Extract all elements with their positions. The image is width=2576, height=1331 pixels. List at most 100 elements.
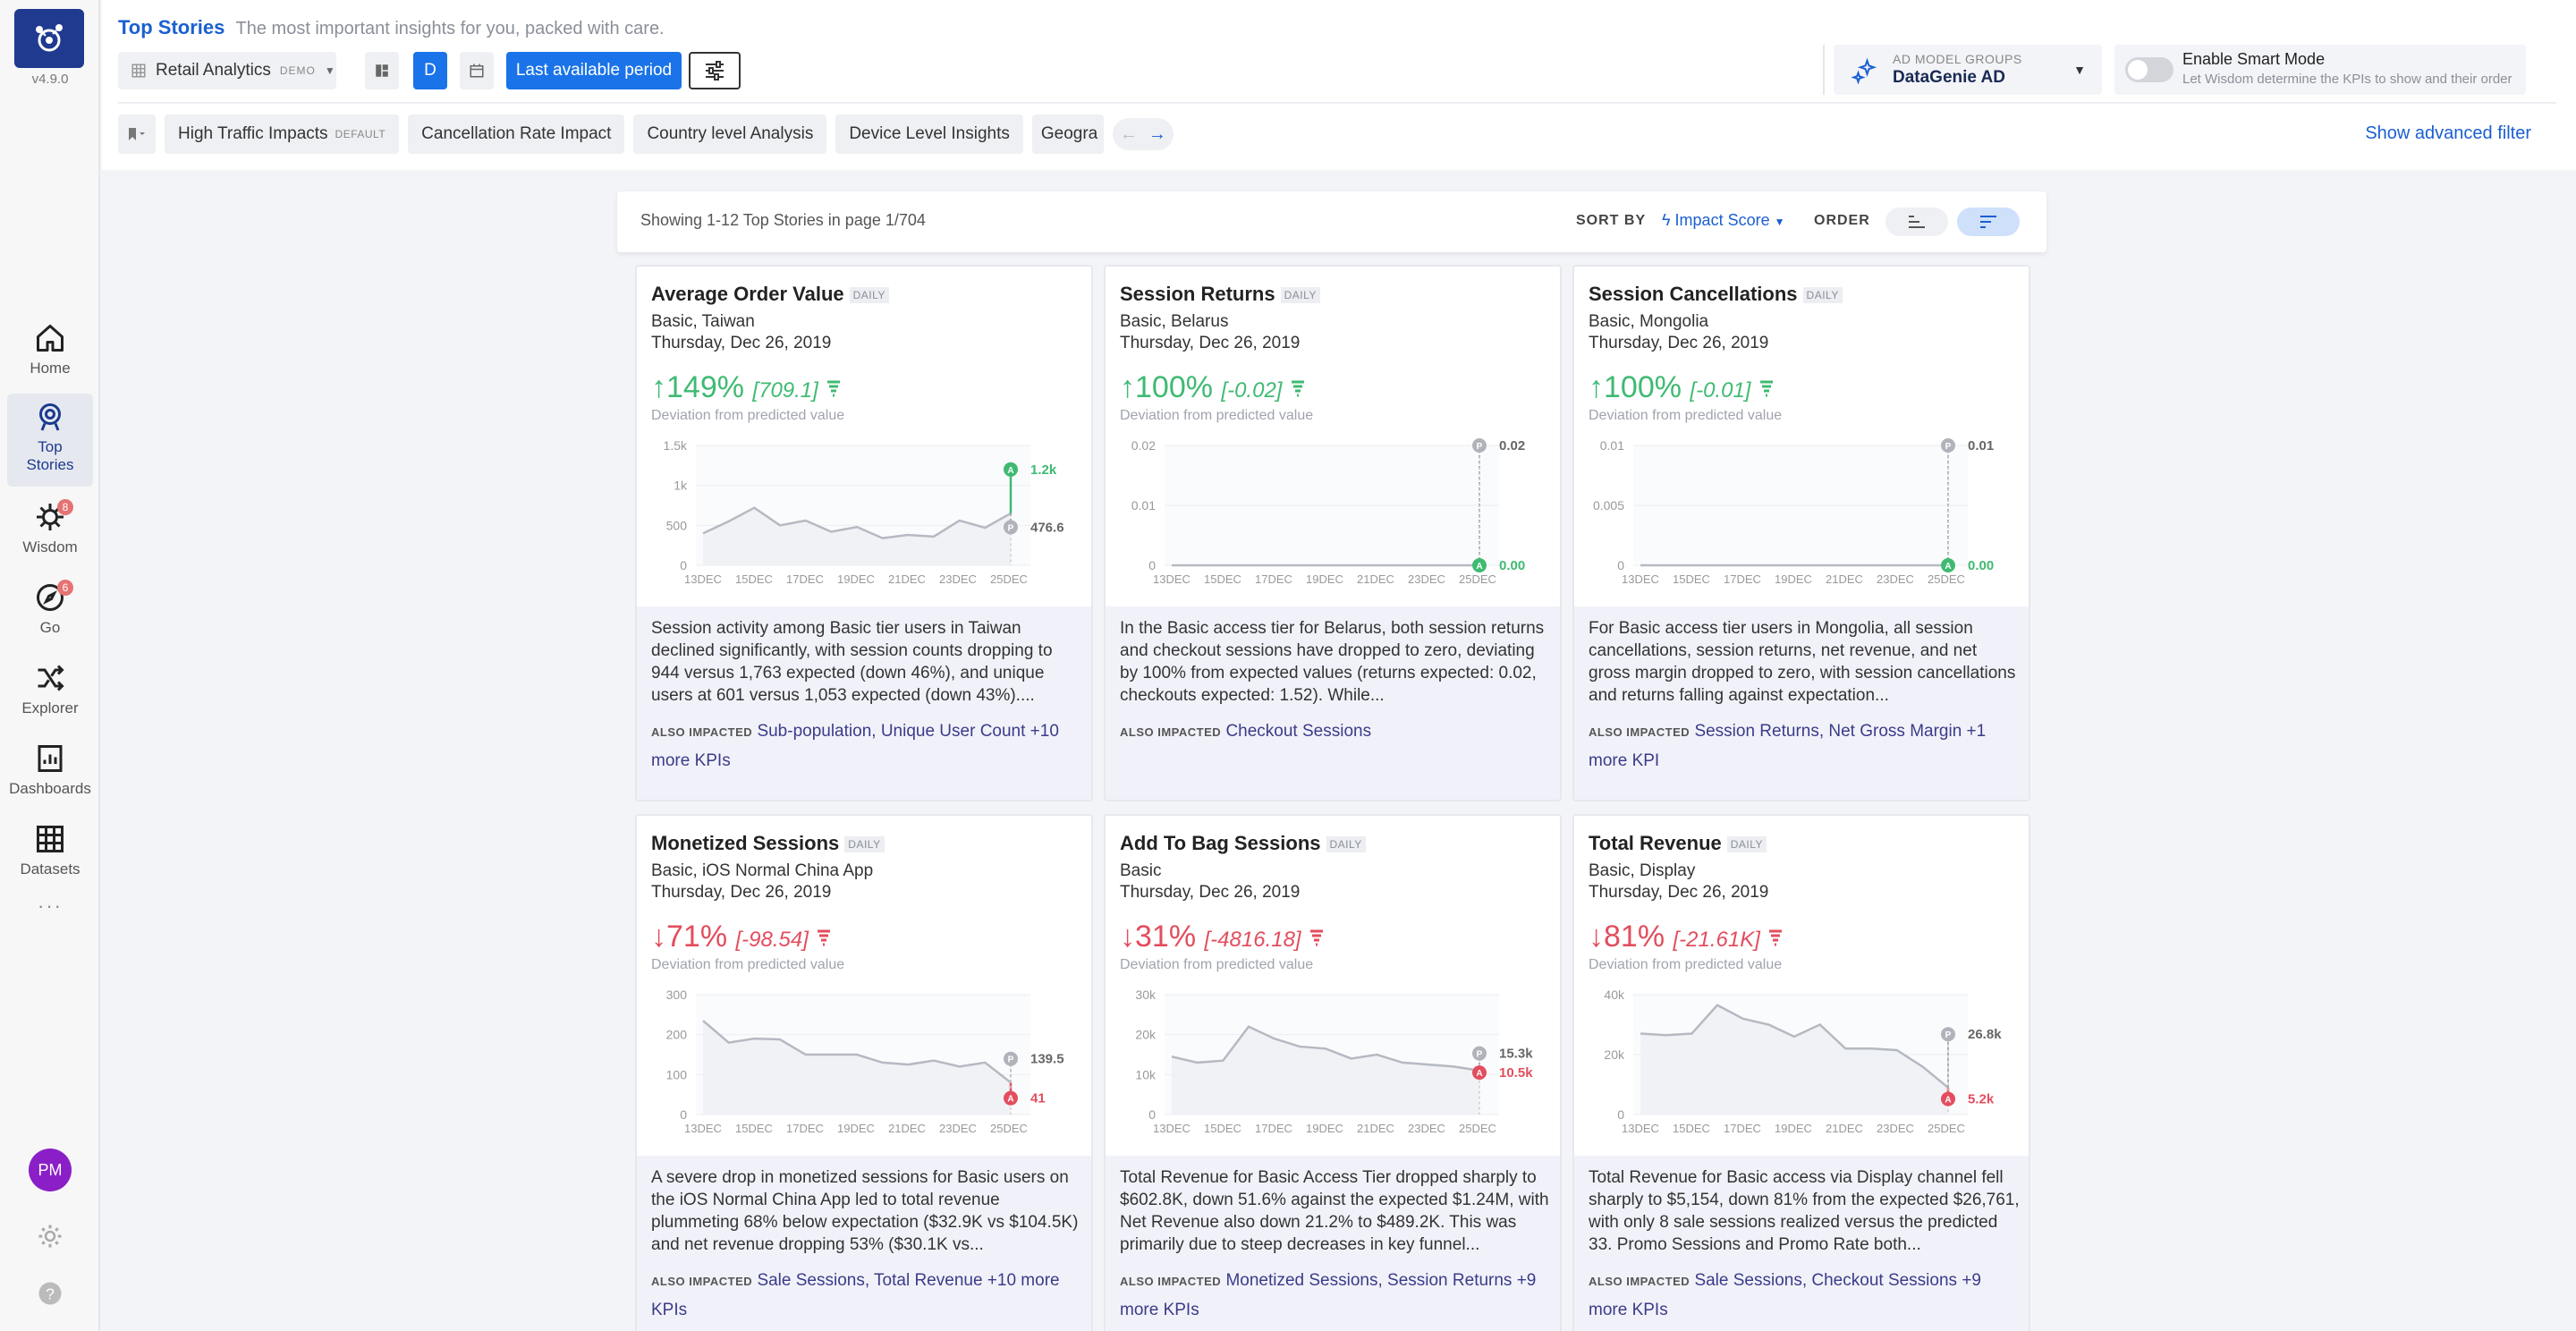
- chart-actual-marker[interactable]: [1941, 1091, 1955, 1106]
- help-button[interactable]: ?: [36, 1279, 64, 1308]
- smart-mode-toggle[interactable]: [2125, 57, 2174, 82]
- sort-select[interactable]: ϟ Impact Score ▼: [1662, 211, 1785, 230]
- card-title[interactable]: Session Returns DAILY: [1120, 283, 1320, 306]
- chart-actual-marker-letter: A: [1007, 1095, 1013, 1105]
- card-date: Thursday, Dec 26, 2019: [1589, 334, 1769, 352]
- also-impacted-kpis[interactable]: Sale Sessions, Total Revenue +10 more KP…: [651, 1271, 1060, 1319]
- sidebar-item-datasets[interactable]: Datasets: [7, 816, 93, 894]
- filters-button[interactable]: [689, 52, 741, 89]
- chart-predicted-marker[interactable]: [1472, 438, 1487, 453]
- card-title[interactable]: Monetized Sessions DAILY: [651, 832, 885, 855]
- also-impacted[interactable]: ALSO IMPACTED Sale Sessions, Checkout Se…: [1589, 1267, 2021, 1325]
- card-title[interactable]: Total Revenue DAILY: [1589, 832, 1767, 855]
- chart-actual-marker[interactable]: [1472, 558, 1487, 572]
- story-tab-cancellation[interactable]: Cancellation Rate Impact: [408, 114, 625, 154]
- header-separator: [118, 102, 2556, 104]
- calendar-button[interactable]: [460, 52, 494, 89]
- card-description-area: Session activity among Basic tier users …: [637, 606, 1091, 800]
- chart-x-tick: 21DEC: [888, 572, 926, 586]
- also-impacted-kpis[interactable]: Monetized Sessions, Session Returns +9 m…: [1120, 1271, 1537, 1319]
- arrow-right-icon[interactable]: →: [1148, 123, 1166, 144]
- sidebar-item-top-stories[interactable]: Top Stories: [7, 394, 93, 487]
- header: Top Stories The most important insights …: [102, 0, 2576, 170]
- layout-toggle-button[interactable]: [365, 52, 399, 89]
- chart-predicted-marker[interactable]: [1941, 1027, 1955, 1042]
- granularity-button[interactable]: D: [413, 52, 447, 89]
- default-badge: DEFAULT: [335, 128, 386, 140]
- chart-actual-marker[interactable]: [1941, 558, 1955, 572]
- sidebar-item-explorer[interactable]: Explorer: [7, 655, 93, 733]
- story-tab-country[interactable]: Country level Analysis: [633, 114, 827, 154]
- more-menu[interactable]: ···: [38, 894, 63, 917]
- bookmark-icon: [129, 128, 145, 140]
- chart-actual-label: 5.2k: [1968, 1092, 1995, 1107]
- chart-x-tick: 25DEC: [1459, 1122, 1496, 1135]
- chart-predicted-marker[interactable]: [1004, 1051, 1018, 1066]
- also-impacted-kpis[interactable]: Sale Sessions, Checkout Sessions +9 more…: [1589, 1271, 1981, 1319]
- bookmark-menu-button[interactable]: [118, 114, 156, 154]
- settings-button[interactable]: [36, 1222, 64, 1250]
- chart-predicted-marker[interactable]: [1472, 1046, 1487, 1061]
- story-tab-high-traffic[interactable]: High Traffic Impacts DEFAULT: [165, 114, 400, 154]
- chart-predicted-marker[interactable]: [1941, 438, 1955, 453]
- sidebar-item-go[interactable]: 6 Go: [7, 574, 93, 653]
- also-impacted-kpis[interactable]: Session Returns, Net Gross Margin +1 mor…: [1589, 722, 1987, 770]
- also-impacted-kpis[interactable]: Sub-population, Unique User Count +10 mo…: [651, 722, 1059, 770]
- story-card[interactable]: Monetized Sessions DAILY Basic, iOS Norma…: [635, 814, 1093, 1331]
- story-card[interactable]: Session Returns DAILY Basic, Belarus Thur…: [1104, 265, 1562, 801]
- avatar[interactable]: PM: [29, 1149, 72, 1191]
- chart-predicted-label: 0.01: [1968, 438, 1994, 454]
- story-tab-geography[interactable]: Geogra: [1031, 114, 1104, 154]
- story-card[interactable]: Total Revenue DAILY Basic, Display Thursd…: [1572, 814, 2030, 1331]
- chart-x-tick: 25DEC: [1928, 1122, 1965, 1135]
- also-impacted[interactable]: ALSO IMPACTED Monetized Sessions, Sessio…: [1120, 1267, 1553, 1325]
- sidebar-item-dashboards[interactable]: Dashboards: [7, 735, 93, 814]
- sidebar-item-wisdom[interactable]: 8 Wisdom: [7, 494, 93, 572]
- order-ascending-button[interactable]: [1885, 208, 1948, 236]
- also-impacted[interactable]: ALSO IMPACTED Session Returns, Net Gross…: [1589, 717, 2021, 776]
- card-metric: ↓31% [-4816.18]: [1120, 920, 1324, 954]
- card-title[interactable]: Average Order Value DAILY: [651, 283, 889, 306]
- card-title[interactable]: Session Cancellations DAILY: [1589, 283, 1843, 306]
- story-card[interactable]: Add To Bag Sessions DAILY Basic Thursday,…: [1104, 814, 1562, 1331]
- card-title-text: Average Order Value: [651, 283, 844, 305]
- chart-x-tick: 15DEC: [1204, 1122, 1241, 1135]
- app-logo[interactable]: [14, 9, 84, 68]
- card-title[interactable]: Add To Bag Sessions DAILY: [1120, 832, 1366, 855]
- card-title-text: Total Revenue: [1589, 832, 1722, 854]
- chart-x-tick: 21DEC: [1357, 572, 1394, 586]
- chart-x-tick: 13DEC: [1622, 572, 1659, 586]
- ad-model-select[interactable]: AD MODEL GROUPS DataGenie AD ▼: [1834, 45, 2102, 95]
- chart-y-tick: 0: [1617, 1107, 1624, 1122]
- chart-x-tick: 19DEC: [1775, 1122, 1812, 1135]
- arrow-left-icon[interactable]: ←: [1119, 123, 1138, 144]
- also-impacted[interactable]: ALSO IMPACTED Sub-population, Unique Use…: [651, 717, 1084, 776]
- story-card[interactable]: Session Cancellations DAILY Basic, Mongol…: [1572, 265, 2030, 801]
- chart-actual-marker[interactable]: [1004, 1090, 1018, 1106]
- story-card[interactable]: Average Order Value DAILY Basic, Taiwan T…: [635, 265, 1093, 801]
- also-impacted-kpis[interactable]: Checkout Sessions: [1225, 722, 1372, 741]
- dataset-select[interactable]: Retail Analytics DEMO ▼: [118, 52, 336, 89]
- also-impacted[interactable]: ALSO IMPACTED Sale Sessions, Total Reven…: [651, 1267, 1084, 1325]
- advanced-filter-link[interactable]: Show advanced filter: [2365, 123, 2531, 143]
- gear-icon: [38, 1225, 62, 1248]
- sidebar-item-home[interactable]: Home: [7, 315, 93, 394]
- chart-x-tick: 21DEC: [1357, 1122, 1394, 1135]
- chart-x-tick: 13DEC: [1153, 572, 1191, 586]
- chart-x-tick: 17DEC: [1724, 1122, 1761, 1135]
- story-tab-device[interactable]: Device Level Insights: [835, 114, 1023, 154]
- smart-mode[interactable]: Enable Smart Mode Let Wisdom determine t…: [2114, 45, 2526, 95]
- chart-predicted-marker[interactable]: [1004, 520, 1018, 535]
- also-impacted[interactable]: ALSO IMPACTED Checkout Sessions: [1120, 717, 1553, 747]
- card-description-area: A severe drop in monetized sessions for …: [637, 1156, 1091, 1331]
- period-button[interactable]: Last available period: [506, 52, 682, 89]
- chart-actual-marker[interactable]: [1004, 462, 1018, 477]
- order-descending-button[interactable]: [1957, 208, 2020, 236]
- chart-actual-marker[interactable]: [1472, 1065, 1487, 1081]
